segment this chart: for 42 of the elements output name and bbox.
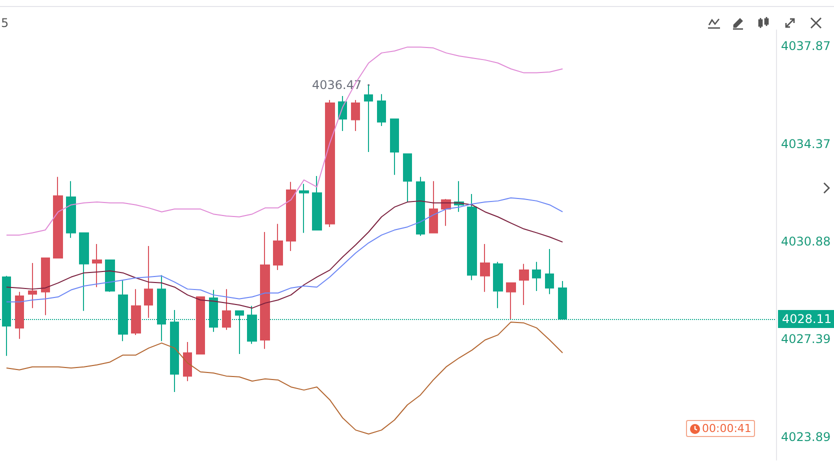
y-tick-label: 4027.39 <box>781 332 831 346</box>
candlestick <box>66 180 76 238</box>
candlestick <box>28 262 37 309</box>
candlestick <box>79 232 89 312</box>
text: 00:00:41 <box>702 422 752 435</box>
candlestick <box>196 296 205 354</box>
line-series <box>6 322 564 434</box>
chart-title: 5 <box>1 16 9 30</box>
candlestick <box>545 248 554 295</box>
candlestick <box>260 231 270 350</box>
candlestick <box>53 176 63 259</box>
candlestick <box>222 288 231 330</box>
y-tick-label: 4023.89 <box>781 430 831 444</box>
candlestick <box>493 261 503 309</box>
candlestick <box>506 282 516 320</box>
candlestick <box>416 176 425 236</box>
candlestick <box>15 291 24 340</box>
candlestick <box>105 259 115 292</box>
candlestick <box>351 99 360 132</box>
candlestick <box>519 263 529 306</box>
candlestick <box>532 261 541 292</box>
candlestick <box>403 153 412 203</box>
candlestick <box>299 183 309 234</box>
candlestick <box>286 181 296 252</box>
candlestick <box>183 341 192 382</box>
candlestick <box>273 223 283 271</box>
candlestick <box>467 193 477 281</box>
candlestick <box>312 176 322 231</box>
ref-line-label: 4028.11 <box>782 312 832 326</box>
y-tick-label: 4034.37 <box>781 136 831 151</box>
candlestick <box>131 288 141 336</box>
candlestick <box>41 258 50 316</box>
line-series <box>6 46 564 236</box>
candlestick <box>377 94 386 126</box>
candlestick <box>390 118 399 176</box>
candlestick <box>144 245 153 318</box>
y-tick-label: 4037.87 <box>781 38 831 53</box>
y-tick-label: 4030.88 <box>781 234 831 249</box>
candlestick <box>325 99 335 228</box>
candlestick <box>480 244 490 292</box>
candlestick <box>429 180 438 234</box>
candlestick <box>92 244 102 288</box>
